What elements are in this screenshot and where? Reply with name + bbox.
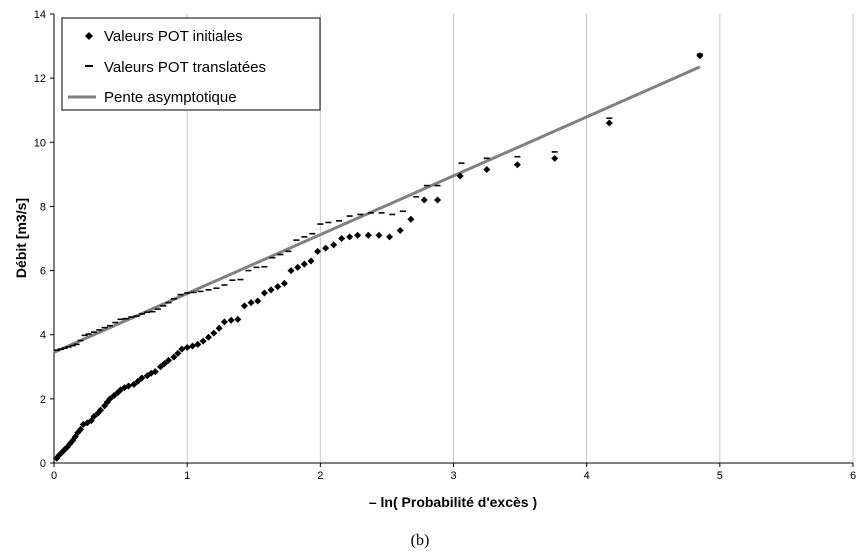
- point-initial-72: [513, 161, 521, 169]
- x-tick-label-6: 6: [850, 470, 856, 482]
- point-initial-67: [407, 215, 415, 223]
- point-initial-38: [194, 340, 202, 348]
- point-initial-24: [130, 380, 138, 388]
- point-initial-45: [234, 315, 242, 323]
- point-initial-56: [307, 257, 315, 265]
- point-initial-19: [110, 392, 118, 400]
- x-tick-label-4: 4: [584, 470, 590, 482]
- point-initial-73: [551, 154, 559, 162]
- figure-caption: (b): [411, 532, 430, 549]
- legend-label-initiales: Valeurs POT initiales: [104, 28, 243, 45]
- point-initial-70: [456, 172, 464, 180]
- point-initial-69: [434, 196, 442, 204]
- point-initial-62: [354, 231, 362, 239]
- series-2: [53, 65, 701, 354]
- point-initial-52: [280, 279, 288, 287]
- point-initial-34: [174, 349, 182, 357]
- point-initial-48: [254, 297, 262, 305]
- series-0: [53, 52, 704, 462]
- point-initial-44: [227, 316, 235, 324]
- point-initial-42: [215, 324, 223, 332]
- point-initial-32: [165, 356, 173, 364]
- legend-box: [61, 17, 321, 111]
- x-tick-label-5: 5: [717, 470, 723, 482]
- x-tick-label-0: 0: [51, 470, 57, 482]
- point-initial-39: [199, 337, 207, 345]
- point-initial-37: [188, 342, 196, 350]
- point-initial-18: [106, 395, 114, 403]
- y-tick-label-0: 0: [40, 458, 46, 470]
- y-tick-label-2: 4: [40, 330, 46, 342]
- y-tick-label-3: 6: [40, 266, 46, 278]
- y-tick-label-4: 8: [40, 201, 46, 213]
- y-tick-labels: 0 2 4 6 8 10 12 14: [34, 9, 46, 470]
- point-initial-29: [151, 368, 159, 376]
- point-initial-41: [210, 329, 218, 337]
- point-initial-47: [247, 299, 255, 307]
- point-initial-65: [386, 233, 394, 241]
- x-tick-label-3: 3: [450, 470, 456, 482]
- x-axis-title: – ln( Probabilité d'excès ): [369, 494, 537, 510]
- point-initial-57: [314, 247, 322, 255]
- point-initial-23: [125, 382, 133, 390]
- point-initial-49: [260, 289, 268, 297]
- point-initial-59: [330, 241, 338, 249]
- y-tick-label-7: 14: [34, 9, 46, 21]
- y-tick-label-1: 2: [40, 394, 46, 406]
- legend-label-translatees: Valeurs POT translatées: [104, 59, 266, 76]
- asymptotic-line: [53, 65, 701, 354]
- point-initial-54: [294, 263, 302, 271]
- legend-marker-diamond: [85, 32, 93, 40]
- point-initial-9: [77, 425, 85, 433]
- point-initial-51: [274, 283, 282, 291]
- x-tick-label-2: 2: [317, 470, 323, 482]
- point-initial-26: [138, 374, 146, 382]
- x-tick-labels: 0 1 2 3 4 5 6: [51, 470, 856, 482]
- point-initial-63: [364, 231, 372, 239]
- point-initial-55: [300, 260, 308, 268]
- point-initial-31: [161, 360, 169, 368]
- point-initial-74: [605, 119, 613, 127]
- point-initial-58: [322, 244, 330, 252]
- point-initial-50: [267, 286, 275, 294]
- point-initial-15: [97, 406, 105, 414]
- series-layer: [53, 52, 704, 462]
- y-tick-label-5: 10: [34, 137, 46, 149]
- point-initial-13: [90, 412, 98, 420]
- legend: Valeurs POT initiales Valeurs POT transl…: [61, 17, 321, 111]
- point-initial-25: [134, 377, 142, 385]
- point-initial-36: [183, 344, 191, 352]
- point-initial-66: [396, 226, 404, 234]
- point-initial-61: [346, 233, 354, 241]
- axes: [50, 13, 854, 467]
- point-initial-46: [240, 302, 248, 310]
- point-initial-43: [220, 318, 228, 326]
- y-tick-label-6: 12: [34, 73, 46, 85]
- point-initial-33: [170, 353, 178, 361]
- point-initial-35: [178, 345, 186, 353]
- point-initial-64: [375, 231, 383, 239]
- point-initial-30: [157, 363, 165, 371]
- series-1: [53, 53, 703, 351]
- y-axis-title: Débit [m3/s]: [13, 198, 29, 278]
- point-initial-71: [483, 166, 491, 174]
- point-initial-40: [204, 333, 212, 341]
- point-initial-53: [287, 267, 295, 275]
- x-tick-label-1: 1: [184, 470, 190, 482]
- legend-label-pente: Pente asymptotique: [104, 89, 237, 106]
- point-initial-60: [338, 235, 346, 242]
- point-initial-68: [420, 196, 428, 204]
- point-initial-22: [121, 384, 129, 392]
